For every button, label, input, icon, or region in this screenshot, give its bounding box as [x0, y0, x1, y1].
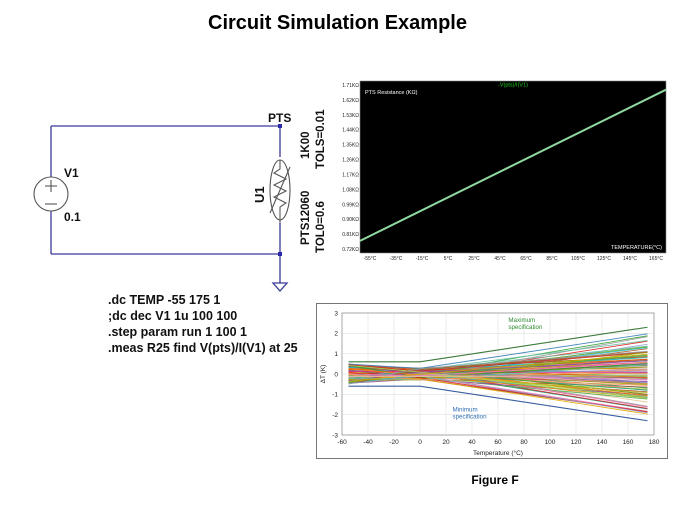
x-tick-label: 45°C: [494, 256, 506, 262]
component-tolerance2-label: TOL0=0.6: [315, 201, 327, 253]
y-tick-label: 0.90KΩ: [342, 217, 359, 223]
command-line: .step param run 1 100 1: [108, 325, 247, 339]
x-tick-label: 125°C: [597, 256, 611, 262]
run-trace: [348, 375, 648, 414]
component-part-label: PTS12060: [300, 191, 312, 245]
x-tick-label: -15°C: [416, 256, 429, 262]
y-tick-label: 3: [334, 310, 338, 317]
x-tick-label: -40: [363, 439, 373, 446]
x-tick-label: 145°C: [623, 256, 637, 262]
x-tick-label: 60: [494, 439, 502, 446]
y-tick-label: 2: [334, 331, 338, 338]
source-value-label: 0.1: [64, 210, 81, 224]
component-ref-label: U1: [252, 186, 267, 203]
ground-symbol: [271, 282, 289, 292]
y-tick-label: 1.71KΩ: [342, 83, 359, 89]
x-tick-label: 180: [649, 439, 660, 446]
run-trace: [348, 375, 648, 377]
resistance-plot: -V(pts)/I(V1) PTS Resistance (KΩ) TEMPERAT…: [338, 77, 668, 270]
y-tick-label: 1.26KΩ: [342, 158, 359, 164]
x-tick-label: 20: [442, 439, 450, 446]
voltage-source-symbol: [33, 176, 69, 212]
trace-header: -V(pts)/I(V1): [498, 83, 528, 89]
x-tick-label: 40: [468, 439, 476, 446]
run-trace: [348, 372, 648, 381]
y-axis-label: PTS Resistance (KΩ): [365, 90, 418, 96]
x-tick-label: -55°C: [364, 256, 377, 262]
y-tick-label: 1.08KΩ: [342, 187, 359, 193]
run-trace: [348, 364, 648, 399]
command-line: ;dc dec V1 1u 100 100: [108, 309, 238, 323]
figure-caption: Figure F: [471, 473, 519, 487]
plot-area: [359, 80, 667, 254]
min-spec-line: [348, 385, 648, 422]
y-tick-label: -2: [332, 412, 338, 419]
x-tick-label: 100: [545, 439, 556, 446]
x-tick-label: -20: [389, 439, 399, 446]
run-trace: [348, 353, 648, 382]
y-tick-label: 1.62KΩ: [342, 98, 359, 104]
resistance-line: [359, 88, 667, 242]
y-tick-label: 0: [334, 371, 338, 378]
y-tick-label: 1.35KΩ: [342, 143, 359, 149]
y-axis-label: ΔT (K): [320, 365, 327, 384]
circuit-schematic: PTS V1 0.1 U1 1K00 TOLS=0.01 PTS12060 TO…: [33, 109, 327, 292]
x-axis-label: TEMPERATURE(°C): [611, 245, 662, 251]
node-dot: [278, 252, 282, 256]
y-tick-label: 1.17KΩ: [342, 172, 359, 178]
x-tick-label: -60: [337, 439, 347, 446]
spice-commands: .dc TEMP -55 175 1 ;dc dec V1 1u 100 100…: [108, 292, 298, 356]
x-tick-label: 80: [520, 439, 528, 446]
x-tick-label: 85°C: [546, 256, 558, 262]
min-spec-label: Minimum: [453, 407, 478, 414]
x-tick-label: 5°C: [444, 256, 453, 262]
max-spec-line: [348, 326, 648, 363]
y-tick-label: 1.44KΩ: [342, 128, 359, 134]
run-trace: [348, 351, 648, 372]
x-tick-label: 160: [623, 439, 634, 446]
command-line: .dc TEMP -55 175 1: [108, 293, 221, 307]
x-tick-label: 120: [571, 439, 582, 446]
thermistor-symbol: [269, 159, 291, 223]
x-tick-label: -35°C: [390, 256, 403, 262]
y-tick-label: 1.53KΩ: [342, 113, 359, 119]
node-dot: [278, 124, 282, 128]
x-tick-label: 105°C: [571, 256, 585, 262]
x-axis-label: Temperature (°C): [473, 449, 523, 457]
x-tick-label: 65°C: [520, 256, 532, 262]
x-tick-label: 0: [418, 439, 422, 446]
run-trace: [348, 350, 648, 382]
tolerance-plot: -60 -40 -20 0 20 40 60 80 100 120 140 160 180 3 2 1 0 -1 -…: [316, 303, 668, 459]
source-name-label: V1: [64, 166, 79, 180]
page-title: Circuit Simulation Example: [208, 12, 467, 34]
min-spec-label: specification: [453, 414, 488, 421]
x-tick-label: 25°C: [468, 256, 480, 262]
x-tick-label: 140: [597, 439, 608, 446]
y-tick-label: 1: [334, 351, 338, 358]
component-value-label: 1K00: [300, 132, 312, 160]
y-tick-label: -1: [332, 392, 338, 399]
run-traces: [348, 333, 648, 415]
command-line: .meas R25 find V(pts)/I(V1) at 25: [108, 341, 298, 355]
net-label: PTS: [268, 111, 291, 125]
y-tick-label: 0.81KΩ: [342, 232, 359, 238]
component-tolerance-label: TOLS=0.01: [315, 109, 327, 169]
y-tick-label: -3: [332, 432, 338, 439]
y-tick-label: 0.99KΩ: [342, 202, 359, 208]
max-spec-label: Maximum: [508, 317, 535, 324]
x-tick-label: 165°C: [649, 256, 663, 262]
max-spec-label: specification: [508, 324, 543, 331]
y-tick-label: 0.72KΩ: [342, 247, 359, 253]
